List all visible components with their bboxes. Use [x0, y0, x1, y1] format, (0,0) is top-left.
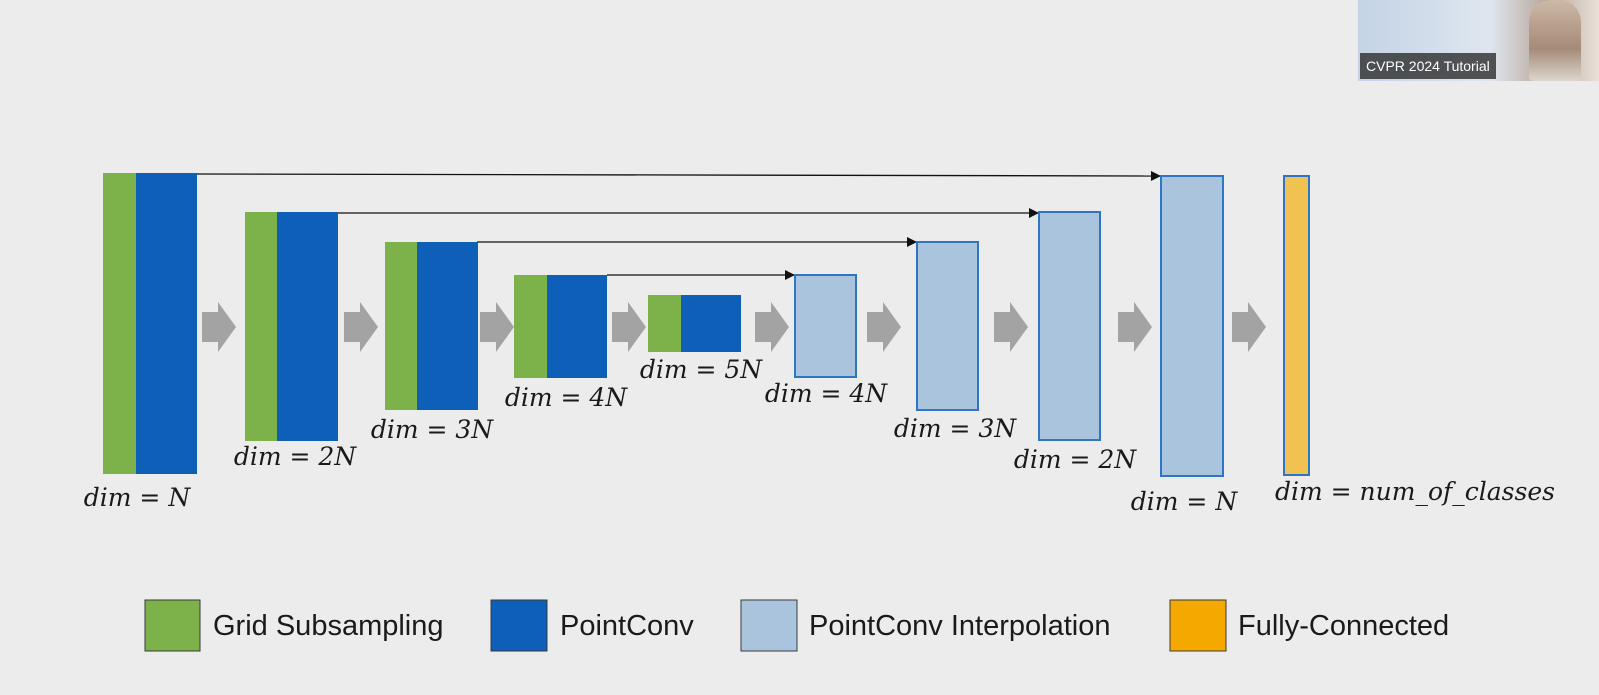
- legend-label-pointconv: PointConv: [560, 610, 694, 642]
- encoder-3-dim-label: dim = 3N: [371, 415, 494, 444]
- encoder-4-dim-label: dim = 4N: [505, 383, 628, 412]
- grid-subsampling-layer: [514, 275, 547, 378]
- flow-arrow-1: [202, 302, 236, 352]
- encoder-1-dim-label: dim = N: [84, 483, 192, 512]
- encoder-block-4: [514, 275, 607, 378]
- flow-arrow-5: [755, 302, 789, 352]
- pointconv-layer: [136, 173, 197, 474]
- flow-arrow-6: [867, 302, 901, 352]
- decoder-2-dim-label: dim = 3N: [894, 414, 1017, 443]
- skip-connection-1: [195, 170, 1161, 181]
- pointconv-layer: [417, 242, 478, 410]
- legend-swatch-grid-subsampling: [144, 599, 201, 652]
- legend-swatch-pointconv-interpolation: [740, 599, 798, 652]
- pointconv-layer: [277, 212, 338, 441]
- flow-arrow-3: [480, 302, 514, 352]
- grid-subsampling-layer: [103, 173, 136, 474]
- encoder-block-2: [245, 212, 338, 441]
- flow-arrow-7: [994, 302, 1028, 352]
- video-caption: CVPR 2024 Tutorial: [1360, 53, 1496, 79]
- encoder-block-1: [103, 173, 197, 474]
- decoder-block-4: [1160, 175, 1224, 477]
- encoder-5-dim-label: dim = 5N: [640, 355, 763, 384]
- legend-swatch-fully-connected: [1169, 599, 1227, 652]
- fully-connected-output-block: [1283, 175, 1310, 476]
- encoder-block-5: [648, 295, 741, 352]
- flow-arrow-9: [1232, 302, 1266, 352]
- flow-arrows: [202, 302, 1266, 352]
- grid-subsampling-layer: [385, 242, 417, 410]
- decoder-block-1: [794, 274, 857, 378]
- presenter-figure: [1529, 0, 1581, 81]
- legend-label-grid-subsampling: Grid Subsampling: [213, 610, 444, 642]
- encoder-2-dim-label: dim = 2N: [234, 442, 357, 471]
- flow-arrow-2: [344, 302, 378, 352]
- legend: Grid Subsampling PointConv PointConv Int…: [144, 599, 1449, 652]
- skip-connections: [195, 170, 1161, 280]
- flow-arrow-4: [612, 302, 646, 352]
- legend-swatch-pointconv: [490, 599, 548, 652]
- legend-label-fully-connected: Fully-Connected: [1238, 610, 1449, 642]
- decoder-3-dim-label: dim = 2N: [1014, 445, 1137, 474]
- encoder-block-3: [385, 242, 478, 410]
- decoder-4-dim-label: dim = N: [1131, 487, 1239, 516]
- pointconv-layer: [547, 275, 607, 378]
- pointconv-layer: [681, 295, 741, 352]
- decoder-1-dim-label: dim = 4N: [765, 379, 888, 408]
- grid-subsampling-layer: [245, 212, 277, 441]
- flow-arrow-8: [1118, 302, 1152, 352]
- decoder-block-2: [916, 241, 979, 411]
- grid-subsampling-layer: [648, 295, 681, 352]
- legend-label-pointconv-interpolation: PointConv Interpolation: [809, 610, 1110, 642]
- decoder-block-3: [1038, 211, 1101, 441]
- output-dim-label: dim = num_of_classes: [1275, 477, 1555, 506]
- presenter-video-thumbnail: CVPR 2024 Tutorial: [1358, 0, 1599, 81]
